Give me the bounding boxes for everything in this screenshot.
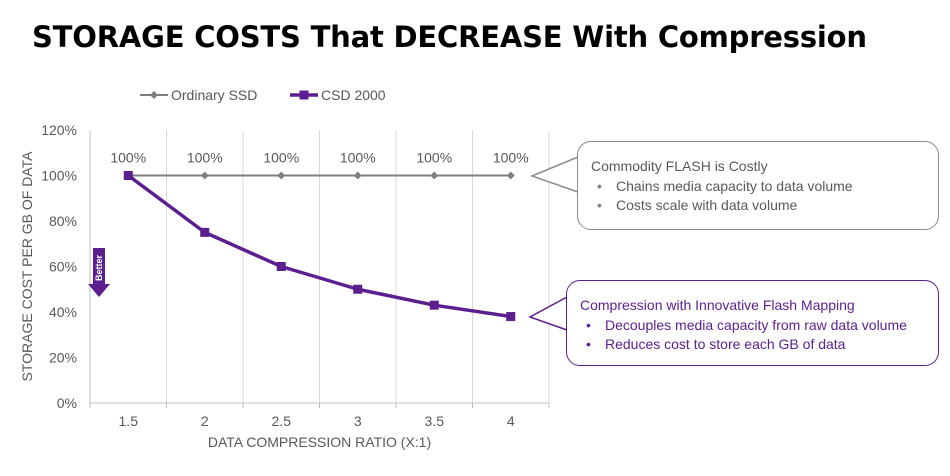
data-label: 100% [416, 150, 452, 166]
data-point-square [123, 171, 133, 180]
page-title: STORAGE COSTS That DECREASE With Compres… [32, 20, 867, 54]
data-point-diamond [430, 171, 439, 180]
y-tick-label: 0% [57, 395, 77, 411]
better-arrow-label: Better [94, 255, 104, 282]
callout-title: Compression with Innovative Flash Mappin… [580, 297, 855, 313]
legend-marker-square [299, 90, 309, 100]
legend-marker-diamond [150, 91, 158, 99]
data-point-square [200, 227, 210, 237]
labels-layer: 0% 20% 40% 60% 80% 100% 120% 1.5 2 2.5 3 3.5 4 DATA C… [19, 122, 529, 450]
data-label: 100% [110, 150, 146, 166]
data-label: 100% [263, 150, 299, 166]
series-layer [123, 171, 516, 322]
x-tick-label: 3.5 [425, 413, 445, 429]
data-point-diamond [506, 171, 515, 180]
callout-bullet: Chains media capacity to data volume [591, 177, 926, 196]
y-axis-title: STORAGE COST PER GB OF DATA [19, 151, 35, 382]
x-tick-label: 4 [507, 413, 515, 429]
better-arrow: Better [88, 248, 110, 297]
y-tick-label: 80% [49, 213, 77, 229]
callout-bullet: Reduces cost to store each GB of data [580, 335, 928, 354]
legend: Ordinary SSD CSD 2000 [140, 87, 386, 103]
y-tick-label: 60% [49, 259, 77, 275]
legend-label: CSD 2000 [321, 87, 386, 103]
callout-bullet: Decouples media capacity from raw data v… [580, 316, 928, 335]
y-tick-label: 100% [41, 168, 77, 184]
grid-lines [166, 130, 550, 403]
data-label: 100% [493, 150, 529, 166]
x-tick-label: 2 [201, 413, 209, 429]
callout-compression: Compression with Innovative Flash Mappin… [566, 280, 939, 366]
callout-pointer-gray [529, 156, 579, 193]
callout-bullet: Costs scale with data volume [591, 196, 926, 215]
data-point-diamond [353, 171, 362, 180]
data-point-diamond [200, 171, 209, 180]
data-point-diamond [277, 171, 286, 180]
data-point-square [353, 284, 363, 294]
x-tick-label: 1.5 [119, 413, 139, 429]
x-axis-title: DATA COMPRESSION RATIO (X:1) [208, 434, 431, 450]
callout-title: Commodity FLASH is Costly [591, 158, 768, 174]
x-tick-label: 2.5 [272, 413, 292, 429]
callout-commodity-flash: Commodity FLASH is Costly Chains media c… [577, 141, 939, 230]
data-point-square [429, 300, 439, 310]
data-label: 100% [187, 150, 223, 166]
y-tick-label: 40% [49, 304, 77, 320]
data-point-square [506, 312, 516, 322]
y-tick-label: 20% [49, 350, 77, 366]
y-tick-label: 120% [41, 122, 77, 138]
data-label: 100% [340, 150, 376, 166]
better-arrow-icon [88, 248, 110, 297]
data-point-square [276, 262, 286, 271]
x-tick-label: 3 [354, 413, 362, 429]
series-line-1 [127, 174, 512, 319]
axes [89, 130, 550, 408]
legend-label: Ordinary SSD [171, 87, 257, 103]
callout-pointer-purple [528, 296, 568, 331]
